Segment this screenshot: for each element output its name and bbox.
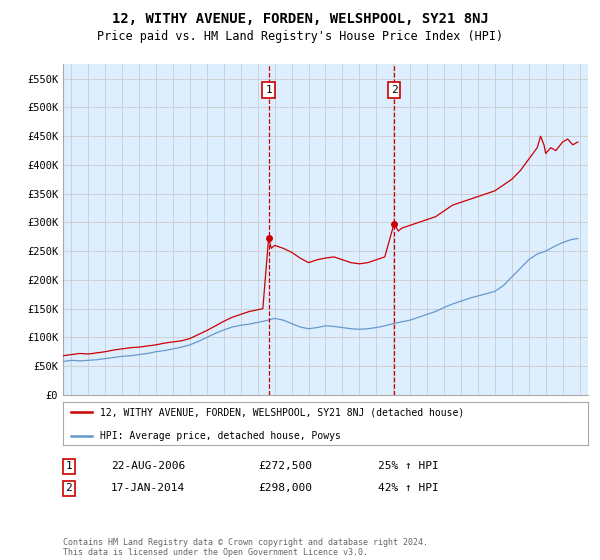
Text: HPI: Average price, detached house, Powys: HPI: Average price, detached house, Powy… [100,431,341,441]
Text: 12, WITHY AVENUE, FORDEN, WELSHPOOL, SY21 8NJ (detached house): 12, WITHY AVENUE, FORDEN, WELSHPOOL, SY2… [100,408,464,417]
Text: Price paid vs. HM Land Registry's House Price Index (HPI): Price paid vs. HM Land Registry's House … [97,30,503,43]
Text: 25% ↑ HPI: 25% ↑ HPI [378,461,439,472]
Text: 1: 1 [265,85,272,95]
Text: 22-AUG-2006: 22-AUG-2006 [111,461,185,472]
Text: 2: 2 [65,483,73,493]
Text: 17-JAN-2014: 17-JAN-2014 [111,483,185,493]
Text: 2: 2 [391,85,397,95]
Text: £272,500: £272,500 [258,461,312,472]
Text: 42% ↑ HPI: 42% ↑ HPI [378,483,439,493]
Text: £298,000: £298,000 [258,483,312,493]
Text: 12, WITHY AVENUE, FORDEN, WELSHPOOL, SY21 8NJ: 12, WITHY AVENUE, FORDEN, WELSHPOOL, SY2… [112,12,488,26]
Text: 1: 1 [65,461,73,472]
Text: Contains HM Land Registry data © Crown copyright and database right 2024.
This d: Contains HM Land Registry data © Crown c… [63,538,428,557]
